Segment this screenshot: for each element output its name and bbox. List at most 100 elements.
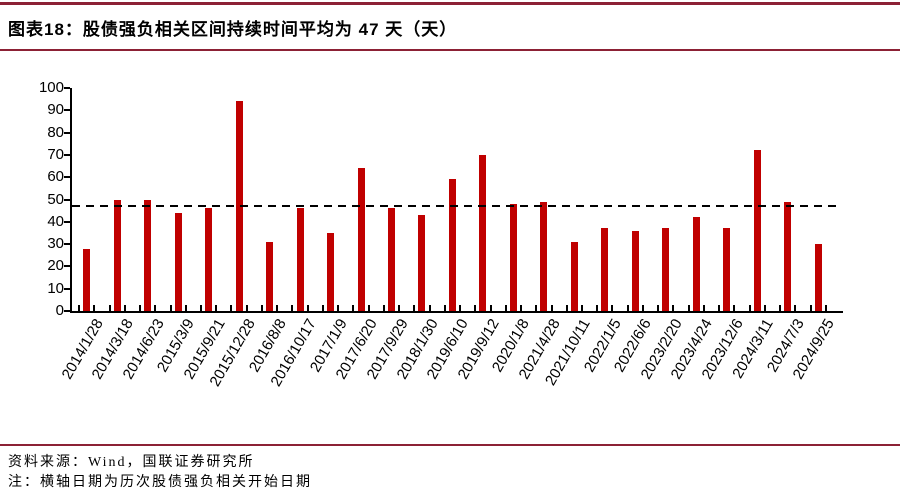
y-tick-label: 20 bbox=[47, 257, 64, 275]
bar bbox=[357, 168, 365, 311]
x-tick-mark bbox=[260, 305, 263, 311]
x-tick-mark bbox=[581, 305, 583, 311]
bar bbox=[113, 199, 121, 311]
y-tick-label: 70 bbox=[47, 145, 64, 163]
source-rule bbox=[0, 444, 900, 446]
note-text: 注：横轴日期为历次股债强负相关开始日期 bbox=[8, 475, 312, 490]
y-tick-mark bbox=[64, 153, 70, 156]
y-tick-mark bbox=[64, 87, 70, 89]
bar bbox=[631, 230, 639, 311]
x-tick-mark bbox=[200, 305, 202, 311]
x-tick-mark bbox=[474, 305, 477, 311]
x-tick-mark bbox=[230, 305, 233, 311]
bar bbox=[662, 228, 670, 311]
bar bbox=[601, 228, 609, 311]
x-tick-mark bbox=[794, 305, 797, 311]
x-axis-line bbox=[70, 311, 843, 313]
y-tick-mark bbox=[64, 310, 70, 312]
bar bbox=[753, 150, 761, 311]
x-tick-mark bbox=[779, 305, 782, 311]
bar bbox=[448, 179, 456, 311]
x-tick-mark bbox=[215, 305, 218, 311]
y-tick-label: 90 bbox=[47, 101, 64, 119]
y-tick-label: 40 bbox=[47, 212, 64, 230]
y-tick-mark bbox=[64, 243, 70, 246]
x-tick-mark bbox=[154, 305, 157, 311]
x-tick-mark bbox=[763, 305, 766, 311]
x-tick-mark bbox=[672, 305, 675, 311]
bar bbox=[144, 199, 152, 311]
y-tick-label: 100 bbox=[38, 79, 64, 96]
bar bbox=[327, 232, 335, 311]
source-text: 资料来源：Wind，国联证券研究所 bbox=[8, 455, 255, 470]
bar bbox=[266, 241, 274, 311]
x-tick-mark bbox=[565, 305, 568, 311]
bar bbox=[723, 228, 731, 311]
x-tick-mark bbox=[291, 305, 294, 311]
x-tick-mark bbox=[428, 305, 431, 311]
x-tick-mark bbox=[520, 305, 523, 311]
x-tick-mark bbox=[139, 305, 142, 311]
x-tick-mark bbox=[626, 305, 629, 311]
x-tick-mark bbox=[489, 305, 492, 311]
x-tick-mark bbox=[337, 305, 340, 311]
x-tick-mark bbox=[306, 305, 309, 311]
bar bbox=[570, 241, 578, 311]
x-tick-mark bbox=[93, 305, 96, 311]
x-tick-mark bbox=[276, 305, 279, 311]
x-tick-mark bbox=[550, 305, 553, 311]
x-tick-mark bbox=[611, 305, 614, 311]
y-tick-mark bbox=[64, 220, 70, 223]
x-tick-mark bbox=[321, 305, 324, 311]
x-tick-mark bbox=[809, 305, 812, 311]
bar bbox=[296, 208, 304, 311]
y-tick-mark bbox=[64, 265, 70, 268]
bar bbox=[540, 201, 548, 311]
x-tick-mark bbox=[352, 305, 355, 311]
x-tick-mark bbox=[108, 305, 111, 311]
x-tick-mark bbox=[367, 305, 370, 311]
x-tick-mark bbox=[459, 305, 462, 311]
average-dashed-line bbox=[72, 205, 838, 208]
x-tick-mark bbox=[657, 305, 660, 311]
bar bbox=[479, 154, 487, 311]
y-tick-mark bbox=[64, 109, 70, 112]
x-tick-mark bbox=[733, 305, 736, 311]
x-tick-mark bbox=[504, 305, 507, 311]
y-tick-mark bbox=[64, 198, 70, 201]
bar bbox=[814, 244, 822, 311]
x-tick-mark bbox=[245, 305, 248, 311]
y-tick-mark bbox=[64, 176, 70, 179]
top-rule bbox=[0, 2, 900, 5]
x-tick-mark bbox=[413, 305, 416, 311]
title-underline-rule bbox=[0, 49, 900, 51]
x-tick-mark bbox=[748, 305, 751, 311]
y-tick-mark bbox=[64, 287, 70, 290]
y-axis-line bbox=[70, 88, 72, 313]
bar bbox=[784, 201, 792, 311]
y-tick-label: 80 bbox=[47, 123, 64, 141]
x-tick-mark bbox=[687, 305, 690, 311]
bar bbox=[418, 215, 426, 311]
bar bbox=[509, 203, 517, 311]
x-tick-mark bbox=[398, 305, 401, 311]
x-tick-mark bbox=[78, 305, 81, 311]
figure-title: 图表18：股债强负相关区间持续时间平均为 47 天（天） bbox=[8, 20, 458, 39]
x-tick-mark bbox=[443, 305, 446, 311]
x-tick-mark bbox=[123, 305, 126, 311]
y-tick-label: 10 bbox=[47, 279, 64, 297]
y-tick-label: 0 bbox=[55, 302, 64, 319]
bar bbox=[205, 208, 213, 311]
x-tick-mark bbox=[718, 305, 721, 311]
x-tick-mark bbox=[184, 305, 187, 311]
bar bbox=[174, 212, 182, 311]
y-tick-label: 30 bbox=[47, 235, 64, 253]
bar bbox=[388, 208, 395, 311]
y-tick-mark bbox=[64, 131, 70, 134]
x-tick-mark bbox=[169, 305, 172, 311]
bar bbox=[83, 248, 91, 311]
y-tick-label: 60 bbox=[47, 168, 64, 186]
x-tick-mark bbox=[641, 305, 644, 311]
bar bbox=[692, 217, 700, 311]
